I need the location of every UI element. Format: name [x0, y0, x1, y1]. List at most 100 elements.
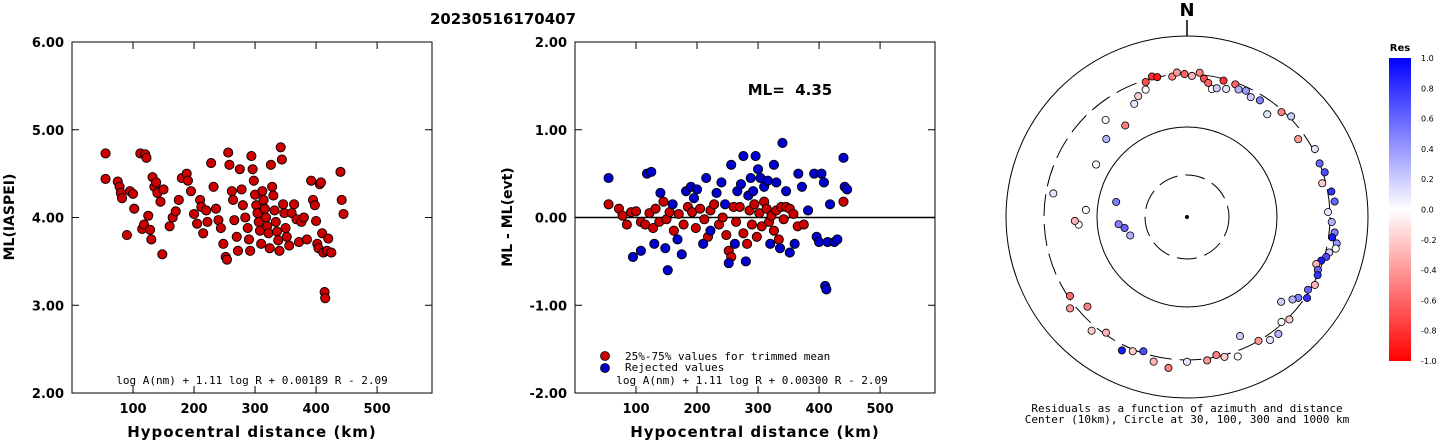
- polar-point: [1285, 315, 1294, 324]
- polar-point: [1219, 76, 1228, 85]
- data-point: [630, 206, 642, 217]
- data-point: [701, 172, 712, 184]
- data-point: [202, 216, 213, 227]
- data-point: [720, 199, 731, 210]
- data-point: [237, 200, 248, 211]
- data-point: [121, 229, 132, 241]
- x-tick-label: 100: [119, 402, 146, 417]
- data-point: [311, 215, 322, 227]
- data-point: [280, 222, 291, 234]
- data-point: [248, 175, 259, 186]
- data-point: [698, 238, 709, 249]
- data-point: [258, 194, 269, 205]
- polar-point: [1277, 317, 1286, 326]
- x-tick-label: 200: [683, 402, 710, 417]
- data-point: [740, 256, 751, 267]
- panel1-ylabel: ML(IASPEI): [2, 174, 18, 261]
- data-point: [709, 199, 720, 210]
- data-point: [188, 208, 200, 220]
- polar-point: [1121, 121, 1130, 130]
- polar-point: [1141, 85, 1150, 94]
- data-point: [777, 137, 788, 148]
- data-point: [756, 221, 767, 232]
- data-point: [242, 222, 253, 234]
- data-point: [232, 245, 244, 256]
- polar-circle-100km: [1096, 126, 1278, 308]
- data-point: [315, 177, 326, 188]
- data-point: [821, 284, 832, 295]
- data-point: [655, 187, 666, 198]
- data-point: [838, 196, 849, 207]
- polar-point: [1327, 218, 1336, 227]
- data-point: [603, 172, 614, 184]
- polar-point: [1114, 220, 1123, 229]
- data-point: [731, 216, 742, 227]
- polar-point: [1066, 304, 1075, 313]
- colorbar-tick-label: 0.4: [1421, 145, 1434, 154]
- data-point: [803, 205, 814, 216]
- data-point: [338, 208, 349, 220]
- colorbar: Res 1.0 0.8 0.6 0.4 0.2 0.0 -0.2 -0.4 -0.6 -0.8 -1…: [1389, 43, 1437, 366]
- data-point: [721, 229, 732, 241]
- data-point: [320, 293, 331, 304]
- data-point: [688, 193, 700, 204]
- polar-point: [1212, 351, 1221, 360]
- data-point: [617, 210, 628, 221]
- data-point: [141, 152, 152, 163]
- colorbar-tick-label: -0.4: [1421, 266, 1437, 275]
- panel1-xlabel: Hypocentral distance (km): [127, 423, 377, 441]
- data-point: [269, 205, 280, 216]
- data-point: [705, 225, 716, 236]
- legend-label-trimmed: 25%-75% values for trimmed mean: [625, 350, 830, 363]
- colorbar-tick-label: 0.0: [1421, 206, 1434, 215]
- data-point: [726, 159, 737, 170]
- polar-point: [1310, 145, 1319, 154]
- data-point: [781, 186, 792, 197]
- polar-point: [1328, 233, 1337, 242]
- data-point: [223, 147, 234, 158]
- polar-point: [1304, 285, 1313, 294]
- data-point: [236, 184, 247, 195]
- polar-point: [1187, 71, 1196, 80]
- polar-point: [1236, 332, 1245, 341]
- data-point: [749, 199, 760, 210]
- data-point: [768, 225, 779, 236]
- data-point: [257, 186, 268, 197]
- polar-point: [1126, 231, 1135, 240]
- polar-point: [1102, 328, 1111, 337]
- data-point: [798, 219, 809, 230]
- polar-point: [1134, 92, 1143, 101]
- data-point: [173, 194, 184, 205]
- data-point: [215, 222, 226, 234]
- panel2-formula: log A(nm) + 1.11 log R + 0.00300 R - 2.0…: [616, 374, 888, 387]
- data-point: [796, 181, 808, 192]
- data-point: [716, 177, 727, 188]
- polar-point: [1112, 197, 1121, 206]
- data-point: [621, 219, 632, 230]
- colorbar-tick-label: 0.6: [1421, 115, 1434, 124]
- legend-label-rejected: Rejected values: [625, 361, 724, 374]
- x-tick-label: 400: [302, 402, 329, 417]
- data-point: [711, 187, 722, 198]
- data-point: [668, 225, 679, 236]
- panel1-formula: log A(nm) + 1.11 log R + 0.00189 R - 2.0…: [116, 374, 388, 387]
- data-point: [245, 245, 256, 256]
- polar-point: [1195, 68, 1204, 77]
- data-point: [278, 199, 289, 210]
- polar-point: [1164, 363, 1173, 372]
- data-point: [662, 265, 673, 276]
- data-point: [746, 219, 757, 230]
- polar-point: [1320, 168, 1329, 177]
- data-point: [765, 238, 776, 249]
- polar-point: [1277, 297, 1286, 306]
- data-point: [234, 164, 245, 175]
- polar-point: [1101, 115, 1110, 124]
- polar-point: [1288, 295, 1297, 304]
- data-point: [275, 142, 286, 153]
- data-point: [738, 151, 749, 162]
- data-point: [761, 203, 772, 214]
- panel2-xlabel: Hypocentral distance (km): [630, 423, 880, 441]
- polar-point: [1128, 347, 1137, 356]
- data-point: [648, 222, 659, 234]
- data-point: [263, 228, 274, 239]
